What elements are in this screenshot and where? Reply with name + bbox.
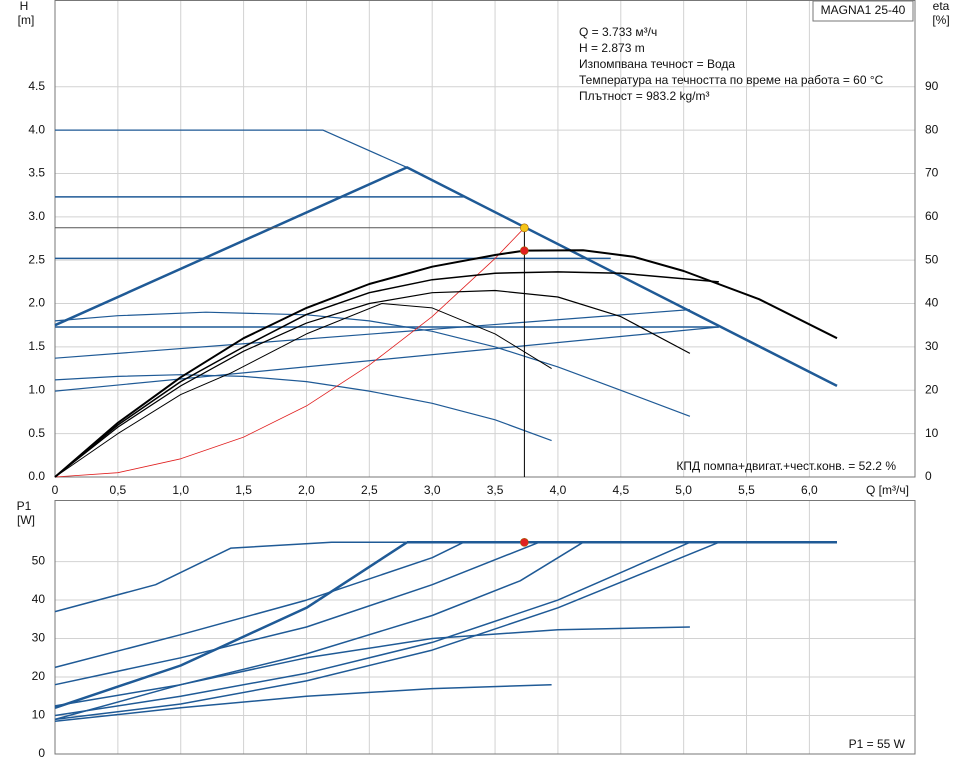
x-tick-label: 0 [52,483,59,497]
y-tick-label: 3.0 [28,209,45,223]
curve [54,309,690,359]
curve [54,541,540,686]
y-tick-label: 20 [32,669,46,683]
y2-tick-label: 0 [925,469,932,483]
y2-tick-label: 40 [925,296,939,310]
y2-tick-label: 10 [925,426,939,440]
info-text: H = 2.873 m [579,41,645,55]
info-text: Температура на течността по време на раб… [579,73,884,87]
y2-tick-label: 20 [925,382,939,396]
y2-tick-label: 30 [925,339,939,353]
y-tick-label: 1.0 [28,382,45,396]
y-tick-label: 40 [32,592,46,606]
y-tick-label: 0.0 [28,469,45,483]
y-axis-unit: [W] [17,513,35,527]
curve [54,303,552,478]
curve [54,374,552,442]
info-text: Изпомпвана течност = Вода [579,57,735,71]
duty-point [520,538,529,547]
plot-frame [54,500,916,755]
curve [54,166,838,388]
x-tick-label: 1,0 [172,483,189,497]
x-tick-label: 3,0 [424,483,441,497]
y-tick-label: 1.5 [28,339,45,353]
curve [54,227,525,478]
info-text: Плътност = 983.2 kg/m³ [579,89,709,103]
x-tick-label: 6,0 [801,483,818,497]
x-tick-label: 3,5 [487,483,504,497]
curve [54,289,691,478]
x-tick-label: 4,5 [612,483,629,497]
x-axis-label: Q [m³/ч] [866,483,909,497]
model-box [812,0,914,22]
curve [54,541,584,707]
power-note: P1 = 55 W [849,737,906,751]
y2-axis-label: eta [933,0,950,13]
y-tick-label: 2.0 [28,296,45,310]
curve [54,683,552,723]
info-text: Q = 3.733 м³/ч [579,25,657,39]
x-tick-label: 5,0 [675,483,692,497]
model-label: MAGNA1 25-40 [821,3,906,17]
y-tick-label: 50 [32,554,46,568]
x-tick-label: 1,5 [235,483,252,497]
curve [55,129,408,168]
curve [54,541,691,717]
x-tick-label: 2,5 [361,483,378,497]
y-axis-unit: [m] [18,13,35,27]
y-tick-label: 2.5 [28,252,45,266]
x-tick-label: 0,5 [110,483,127,497]
curve [54,271,719,478]
y2-tick-label: 60 [925,209,939,223]
y-tick-label: 4.0 [28,122,45,136]
y-axis-label: P1 [17,499,32,513]
x-tick-label: 2,0 [298,483,315,497]
y2-axis-unit: [%] [932,13,949,27]
efficiency-note: КПД помпа+двигат.+чест.конв. = 52.2 % [676,459,896,473]
y-tick-label: 0 [38,746,45,760]
curve [54,541,408,709]
curve [54,249,838,478]
y-tick-label: 3.5 [28,166,45,180]
y-tick-label: 30 [32,631,46,645]
x-tick-label: 5,5 [738,483,755,497]
curve [54,541,464,669]
y2-tick-label: 90 [925,79,939,93]
y-axis-label: H [20,0,29,13]
duty-point [520,223,529,233]
curve [54,311,691,417]
y2-tick-label: 80 [925,122,939,136]
plot-frame [54,0,916,478]
y-tick-label: 0.5 [28,426,45,440]
duty-point [520,246,529,255]
curve [54,541,720,721]
curve [54,326,719,392]
y-tick-label: 4.5 [28,79,45,93]
y2-tick-label: 50 [925,252,939,266]
y-tick-label: 10 [32,708,46,722]
x-tick-label: 4,0 [550,483,567,497]
curve [54,626,690,721]
y2-tick-label: 70 [925,166,939,180]
